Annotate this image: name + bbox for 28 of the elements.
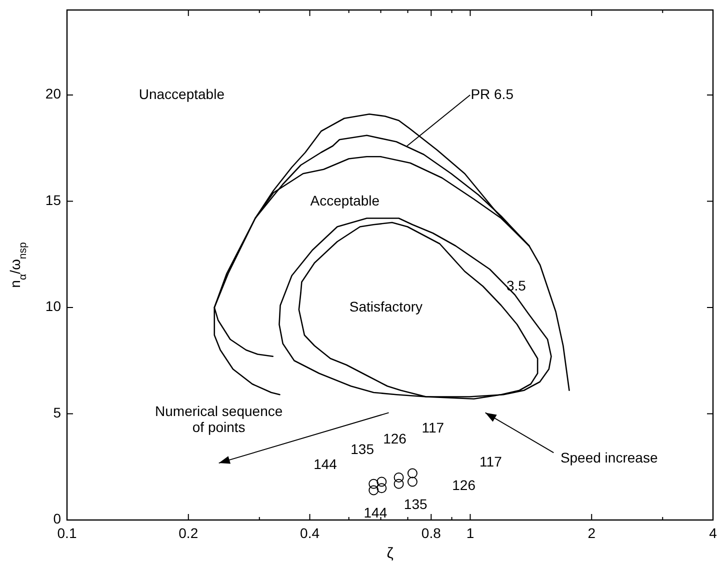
annotation: Unacceptable <box>138 86 225 102</box>
y-tick-label: 5 <box>53 404 62 420</box>
y-tick-label: 0 <box>53 510 62 527</box>
annotation: Satisfactory <box>349 298 423 314</box>
annotation: 135 <box>350 440 374 457</box>
x-tick-label: 2 <box>588 525 596 541</box>
y-tick-label: 20 <box>45 86 62 102</box>
annotation: 126 <box>383 430 407 446</box>
annotation: 117 <box>480 453 502 470</box>
y-tick-label: 10 <box>45 298 62 314</box>
x-tick-label: 0.2 <box>178 525 198 541</box>
x-tick-label: 0.1 <box>57 525 77 541</box>
x-tick-label: 1 <box>466 525 474 541</box>
x-axis-title: ζ <box>386 545 394 562</box>
y-tick-label: 15 <box>45 192 62 208</box>
x-tick-label: 0.8 <box>421 525 442 541</box>
annotation: Speed increase <box>560 449 658 466</box>
annotation: 135 <box>404 496 428 512</box>
annotation: 144 <box>314 455 338 472</box>
annotation: 3.5 <box>506 276 526 293</box>
annotation: 144 <box>364 504 388 520</box>
annotation: Acceptable <box>310 192 380 208</box>
annotation: 117 <box>422 419 444 436</box>
x-tick-label: 4 <box>709 525 718 541</box>
annotation: PR 6.5 <box>470 86 514 102</box>
annotation: 126 <box>452 476 476 493</box>
annotation: Numerical sequence of points <box>155 402 283 435</box>
x-tick-label: 0.4 <box>300 525 320 541</box>
